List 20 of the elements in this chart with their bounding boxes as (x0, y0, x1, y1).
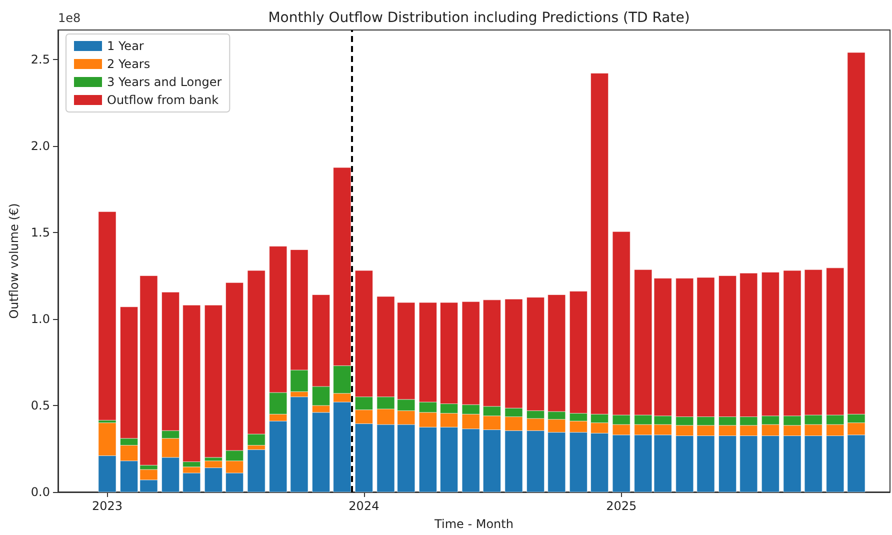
x-tick-label: 2025 (606, 499, 637, 513)
text: 1e8 (58, 11, 81, 25)
chart-title: Monthly Outflow Distribution including Predictions (TD Rate) (268, 10, 690, 26)
y-tick-label: 1.5 (30, 225, 50, 240)
y-axis-title: Outflow volume (€) (7, 203, 21, 319)
y-tick-label: 2.5 (30, 52, 50, 66)
legend-label: 1 Year (107, 39, 144, 53)
y-tick-label: 2.0 (30, 138, 50, 153)
legend-label: 3 Years and Longer (107, 75, 222, 89)
y-tick-label: 0.0 (30, 485, 50, 499)
legend-label: 2 Years (107, 57, 150, 71)
x-tick-label: 2024 (348, 499, 380, 513)
x-axis-title: Time - Month (434, 517, 514, 531)
x-tick-label: 2023 (92, 499, 123, 513)
legend-label: Outflow from bank (107, 93, 219, 107)
bar (98, 211, 116, 420)
y-tick-label: 1.0 (30, 312, 50, 326)
bar (247, 449, 266, 492)
bar (204, 304, 222, 458)
y-tick-label: 0.5 (30, 398, 50, 412)
